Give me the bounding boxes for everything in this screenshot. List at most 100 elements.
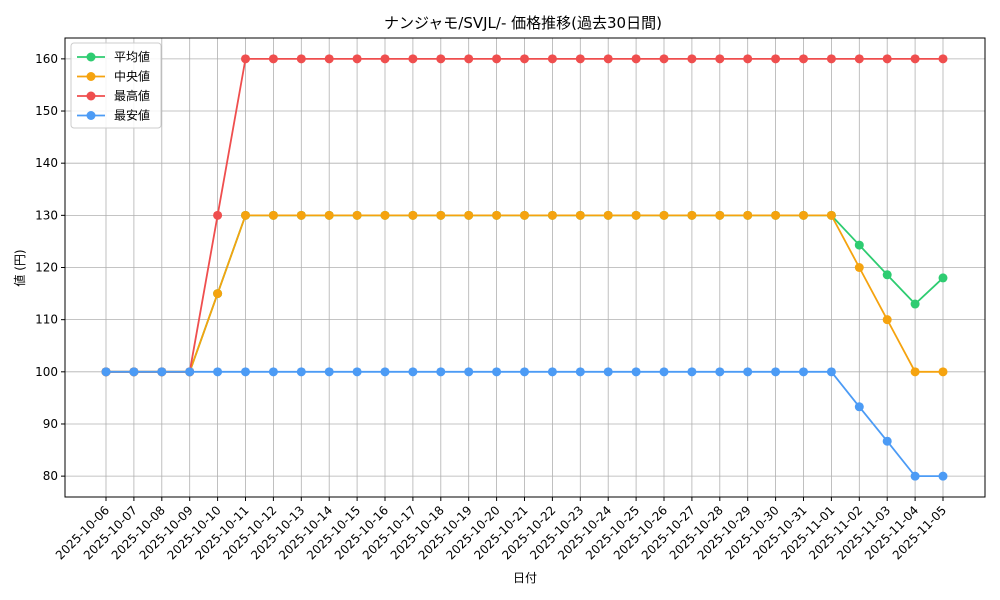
y-tick-label: 160 xyxy=(35,52,58,66)
data-point xyxy=(296,367,306,377)
y-axis-title: 値 (円) xyxy=(12,249,27,286)
data-point xyxy=(352,367,362,377)
y-tick-label: 140 xyxy=(35,156,58,170)
data-point xyxy=(659,54,669,64)
y-tick-label: 150 xyxy=(35,104,58,118)
data-point xyxy=(910,367,920,377)
data-point xyxy=(882,270,892,280)
data-point xyxy=(854,263,864,272)
data-point xyxy=(631,367,641,377)
data-point xyxy=(492,367,502,377)
data-point xyxy=(352,210,362,220)
data-point xyxy=(938,273,948,283)
data-point xyxy=(743,54,753,64)
y-tick-label: 100 xyxy=(35,365,58,379)
data-point xyxy=(520,210,529,220)
data-point xyxy=(408,54,418,64)
data-point xyxy=(296,54,306,64)
data-point xyxy=(826,367,836,377)
legend-swatch-marker xyxy=(86,52,96,62)
y-tick-label: 80 xyxy=(43,469,58,483)
data-point xyxy=(687,210,697,220)
data-point xyxy=(464,367,474,377)
data-point xyxy=(547,367,557,377)
data-point xyxy=(436,210,446,220)
data-point xyxy=(324,367,334,377)
series-3 xyxy=(101,367,948,481)
data-point xyxy=(380,367,390,377)
data-point xyxy=(547,210,557,220)
data-point xyxy=(324,210,334,220)
data-point xyxy=(464,54,474,64)
legend-label: 最安値 xyxy=(114,108,150,123)
data-point xyxy=(268,54,278,64)
data-point xyxy=(743,367,753,377)
data-point xyxy=(659,210,669,220)
data-point xyxy=(157,367,167,377)
data-point xyxy=(436,54,446,64)
data-point xyxy=(882,54,892,64)
series-1 xyxy=(101,210,948,377)
data-point xyxy=(659,367,669,377)
data-point xyxy=(715,210,725,220)
legend-label: 中央値 xyxy=(114,69,150,84)
data-point xyxy=(520,367,529,377)
legend-swatch-marker xyxy=(86,72,96,81)
data-point xyxy=(687,54,697,64)
data-point xyxy=(324,54,334,64)
data-point xyxy=(938,54,948,64)
legend-swatch-marker xyxy=(86,91,96,101)
data-point xyxy=(575,54,585,64)
data-point xyxy=(268,367,278,377)
data-point xyxy=(854,240,864,250)
data-point xyxy=(603,54,613,64)
data-point xyxy=(268,210,278,220)
grid xyxy=(65,38,985,497)
data-point xyxy=(464,210,474,220)
legend-label: 最高値 xyxy=(114,88,150,103)
data-point xyxy=(910,471,920,481)
y-tick-label: 90 xyxy=(43,417,58,431)
data-point xyxy=(213,210,223,220)
legend-item: 平均値 xyxy=(77,49,150,64)
legend-item: 最安値 xyxy=(77,108,150,123)
legend-item: 最高値 xyxy=(77,88,150,103)
data-point xyxy=(185,367,195,377)
x-axis-title: 日付 xyxy=(513,571,537,585)
data-point xyxy=(520,54,529,64)
legend-swatch-marker xyxy=(86,111,96,120)
data-point xyxy=(799,367,808,377)
data-point xyxy=(603,210,613,220)
data-point xyxy=(882,315,892,325)
data-point xyxy=(352,54,362,64)
data-point xyxy=(631,210,641,220)
data-point xyxy=(938,471,948,481)
data-point xyxy=(771,54,781,64)
data-point xyxy=(241,210,250,220)
data-point xyxy=(213,367,223,377)
data-point xyxy=(575,367,585,377)
data-point xyxy=(631,54,641,64)
data-point xyxy=(492,54,502,64)
data-point xyxy=(826,54,836,64)
y-axis: 80 90 100 110 120 130 140 150 160 xyxy=(35,52,65,483)
data-point xyxy=(101,367,111,377)
data-point xyxy=(380,210,390,220)
data-point xyxy=(799,54,808,64)
data-point xyxy=(826,210,836,220)
data-point xyxy=(854,54,864,64)
data-point xyxy=(715,54,725,64)
series-layer xyxy=(101,54,948,481)
data-point xyxy=(547,54,557,64)
data-point xyxy=(241,54,250,64)
chart-title: ナンジャモ/SVJL/- 価格推移(過去30日間) xyxy=(384,14,662,32)
data-point xyxy=(743,210,753,220)
legend-item: 中央値 xyxy=(77,69,150,84)
data-point xyxy=(771,367,781,377)
data-point xyxy=(408,367,418,377)
legend-box xyxy=(70,42,162,129)
data-point xyxy=(575,210,585,220)
y-tick-label: 110 xyxy=(35,313,58,327)
